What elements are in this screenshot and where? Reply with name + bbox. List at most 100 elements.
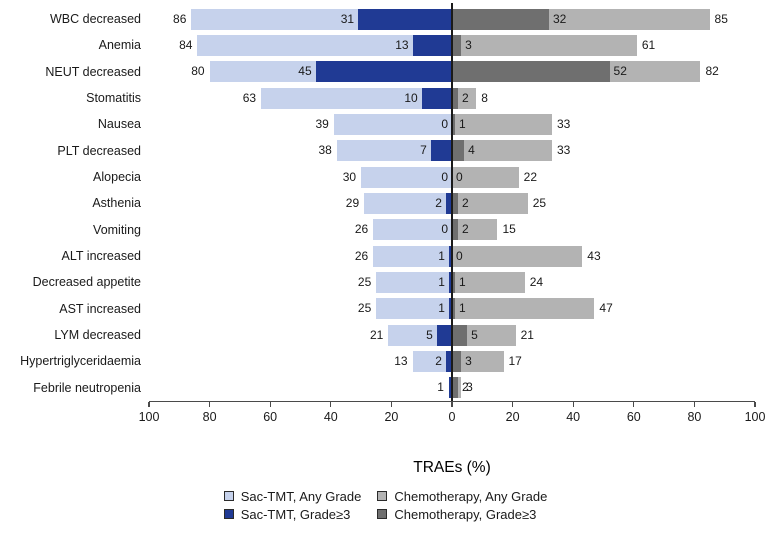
- bar-chemotherapy-grade3: [452, 377, 459, 399]
- value-label-chemo-grade3: 32: [552, 11, 567, 26]
- bar-chemotherapy-grade3: [452, 8, 549, 30]
- bar-sac-tmt-grade3: [448, 298, 452, 320]
- category-label: Asthenia: [92, 196, 141, 211]
- bar-chemotherapy-any-grade: [452, 298, 595, 320]
- chart-row: Alopecia 30 0 0 22: [0, 164, 771, 190]
- x-axis-tick: [572, 401, 574, 407]
- value-label-chemo-any: 33: [556, 143, 571, 158]
- chart-row: PLT decreased 38 7 4 33: [0, 138, 771, 164]
- value-label-sac-grade3: 0: [441, 169, 448, 184]
- value-label-sac-any: 13: [394, 353, 408, 368]
- value-label-chemo-any: 21: [520, 327, 534, 342]
- bar-sac-tmt-grade3: [358, 8, 452, 30]
- plot-rows: WBC decreased 86 31 32 85 Anemia 84 13 3 61 NEUT d…: [0, 3, 771, 401]
- bar-sac-tmt-grade3: [445, 350, 452, 372]
- bar-sac-tmt-grade3: [448, 245, 452, 267]
- x-axis-tick-label: 20: [384, 409, 399, 424]
- x-axis-title: TRAEs (%): [413, 458, 491, 476]
- x-axis-tick: [269, 401, 271, 407]
- bar-chemotherapy-any-grade: [452, 166, 519, 188]
- value-label-sac-grade3: 0: [441, 116, 448, 131]
- category-label: AST increased: [59, 301, 141, 316]
- value-label-sac-any: 26: [354, 248, 369, 263]
- bar-sac-tmt-any-grade: [412, 350, 452, 372]
- bar-chemotherapy-grade3: [452, 298, 456, 320]
- row-plot: 39 0 1 33: [149, 111, 755, 137]
- category-label: WBC decreased: [49, 12, 141, 26]
- category-label: NEUT decreased: [45, 64, 141, 79]
- value-label-sac-any: 86: [173, 11, 187, 26]
- x-axis-tick-label: 40: [323, 409, 338, 424]
- value-label-chemo-any: 43: [587, 248, 601, 263]
- bar-sac-tmt-any-grade: [373, 245, 452, 267]
- chart-row: WBC decreased 86 31 32 85: [0, 6, 771, 32]
- bar-chemotherapy-grade3: [452, 34, 462, 57]
- value-label-sac-grade3: 5: [426, 327, 433, 342]
- chart-row: Vomiting 26 0 2 15: [0, 217, 771, 243]
- legend-swatch-icon: [223, 509, 234, 520]
- value-label-chemo-any: 85: [714, 11, 728, 26]
- x-axis: 100 80 60 40 20 0 20 40 60 80 100: [139, 400, 765, 427]
- value-label-sac-any: 1: [437, 380, 444, 395]
- value-label-chemo-any: 3: [466, 380, 473, 395]
- bar-chemotherapy-any-grade: [452, 245, 583, 267]
- bar-sac-tmt-grade3: [315, 61, 452, 83]
- legend-swatch-icon: [377, 491, 388, 502]
- bar-chemotherapy-grade3: [452, 61, 610, 83]
- x-axis-tick-label: 40: [566, 409, 581, 424]
- legend: Sac-TMT, Any Grade Chemotherapy, Any Grad…: [0, 489, 771, 522]
- category-label: Nausea: [97, 117, 141, 132]
- category-label: Febrile neutropenia: [33, 380, 141, 395]
- chart-row: Decreased appetite 25 1 1 24: [0, 269, 771, 295]
- value-label-chemo-grade3: 1: [459, 301, 466, 316]
- bar-sac-tmt-any-grade: [261, 87, 452, 109]
- bar-sac-tmt-grade3: [430, 140, 452, 162]
- category-label: LYM decreased: [54, 327, 141, 342]
- chart-row: Nausea 39 0 1 33: [0, 111, 771, 137]
- value-label-chemo-any: 61: [641, 37, 656, 52]
- bar-sac-tmt-any-grade: [388, 324, 452, 346]
- value-label-sac-grade3: 31: [340, 11, 355, 26]
- x-axis-tick-label: 20: [505, 409, 520, 424]
- value-label-sac-any: 26: [354, 222, 369, 237]
- value-label-chemo-grade3: 2: [462, 380, 469, 395]
- bar-chemotherapy-grade3: [452, 219, 459, 241]
- value-label-chemo-grade3: 0: [456, 248, 463, 263]
- bar-chemotherapy-grade3: [452, 350, 462, 372]
- row-plot: 80 45 52 82: [149, 59, 755, 85]
- value-label-sac-any: 80: [191, 64, 205, 79]
- bar-chemotherapy-grade3: [452, 140, 465, 162]
- value-label-chemo-grade3: 3: [465, 37, 472, 52]
- value-label-sac-any: 39: [315, 116, 329, 131]
- category-label: Vomiting: [93, 222, 141, 237]
- value-label-sac-any: 38: [318, 143, 332, 158]
- bar-chemotherapy-any-grade: [452, 87, 477, 109]
- row-plot: 26 1 0 43: [149, 243, 755, 269]
- bar-chemotherapy-grade3: [452, 324, 468, 346]
- category-label: Alopecia: [93, 169, 141, 184]
- bar-sac-tmt-any-grade: [376, 298, 452, 320]
- x-axis-tick: [754, 401, 756, 407]
- row-plot: 29 2 2 25: [149, 190, 755, 216]
- x-axis-tick: [633, 401, 635, 407]
- x-axis-tick: [511, 401, 514, 407]
- value-label-sac-any: 63: [242, 90, 257, 105]
- bar-chemotherapy-any-grade: [452, 113, 552, 135]
- value-label-chemo-any: 22: [523, 169, 538, 184]
- legend-item: Sac-TMT, Grade≥3: [223, 507, 362, 522]
- legend-swatch-icon: [377, 509, 388, 520]
- legend-label: Chemotherapy, Any Grade: [394, 488, 548, 504]
- bar-sac-tmt-grade3: [448, 271, 452, 293]
- value-label-chemo-any: 25: [532, 195, 547, 210]
- value-label-chemo-any: 47: [599, 301, 613, 316]
- bar-chemotherapy-grade3: [452, 87, 459, 109]
- bar-sac-tmt-grade3: [421, 87, 452, 109]
- value-label-sac-grade3: 1: [438, 301, 445, 316]
- legend-item: Chemotherapy, Grade≥3: [377, 507, 547, 522]
- value-label-sac-grade3: 0: [441, 222, 448, 237]
- x-axis-tick-label: 0: [448, 409, 456, 424]
- value-label-sac-grade3: 1: [438, 248, 445, 263]
- value-label-chemo-any: 15: [502, 222, 516, 237]
- x-axis-tick: [390, 401, 393, 407]
